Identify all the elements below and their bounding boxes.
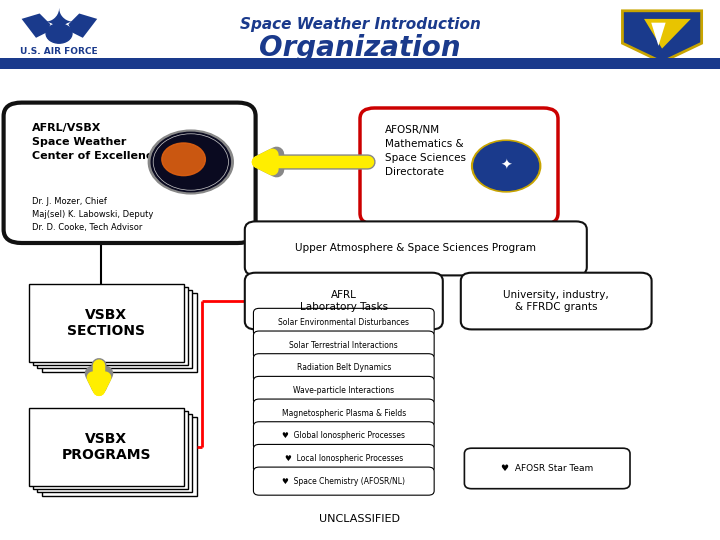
Text: AFRL/VSBX
Space Weather
Center of Excellence: AFRL/VSBX Space Weather Center of Excell…	[32, 123, 161, 160]
Polygon shape	[652, 23, 665, 46]
FancyBboxPatch shape	[4, 103, 256, 243]
Bar	[33, 287, 188, 365]
Polygon shape	[68, 14, 97, 38]
Text: Solar Environmental Disturbances: Solar Environmental Disturbances	[279, 318, 409, 327]
Polygon shape	[22, 14, 50, 38]
Text: Wave-particle Interactions: Wave-particle Interactions	[293, 386, 395, 395]
Text: AFOSR/NM
Mathematics &
Space Sciences
Directorate: AFOSR/NM Mathematics & Space Sciences Di…	[385, 125, 467, 177]
Bar	[0, 58, 720, 69]
Bar	[37, 290, 192, 368]
Text: ♥  Global Ionospheric Processes: ♥ Global Ionospheric Processes	[282, 431, 405, 440]
Bar	[42, 417, 197, 496]
FancyBboxPatch shape	[245, 221, 587, 275]
Circle shape	[148, 130, 233, 194]
Bar	[29, 408, 184, 486]
FancyBboxPatch shape	[253, 467, 434, 495]
Text: VSBX
PROGRAMS: VSBX PROGRAMS	[61, 432, 151, 462]
Text: Organization: Organization	[259, 33, 461, 62]
Text: Dr. J. Mozer, Chief
Maj(sel) K. Labowski, Deputy
Dr. D. Cooke, Tech Advisor: Dr. J. Mozer, Chief Maj(sel) K. Labowski…	[32, 197, 154, 232]
Circle shape	[151, 132, 230, 192]
Bar	[29, 284, 184, 362]
Text: VSBX
SECTIONS: VSBX SECTIONS	[67, 308, 145, 338]
FancyBboxPatch shape	[464, 448, 630, 489]
Circle shape	[472, 140, 541, 192]
Circle shape	[46, 24, 72, 43]
Polygon shape	[644, 19, 691, 49]
Text: ♥  Space Chemistry (AFOSR/NL): ♥ Space Chemistry (AFOSR/NL)	[282, 477, 405, 485]
Bar	[37, 414, 192, 492]
Bar	[42, 293, 197, 372]
FancyBboxPatch shape	[253, 308, 434, 336]
Text: University, industry,
& FFRDC grants: University, industry, & FFRDC grants	[503, 291, 609, 312]
Text: ♥  Local Ionospheric Processes: ♥ Local Ionospheric Processes	[284, 454, 403, 463]
Text: Upper Atmosphere & Space Sciences Program: Upper Atmosphere & Space Sciences Progra…	[295, 244, 536, 253]
FancyBboxPatch shape	[253, 422, 434, 450]
Text: ✦: ✦	[500, 159, 512, 173]
FancyBboxPatch shape	[253, 354, 434, 382]
Circle shape	[474, 141, 539, 191]
Text: Space Weather Introduction: Space Weather Introduction	[240, 17, 480, 32]
Text: U.S. AIR FORCE: U.S. AIR FORCE	[20, 47, 98, 56]
Circle shape	[162, 143, 205, 176]
Text: AFRL
Laboratory Tasks: AFRL Laboratory Tasks	[300, 291, 388, 312]
Text: ♥  AFOSR Star Team: ♥ AFOSR Star Team	[501, 464, 593, 473]
Text: UNCLASSIFIED: UNCLASSIFIED	[320, 515, 400, 524]
Text: Magnetospheric Plasma & Fields: Magnetospheric Plasma & Fields	[282, 409, 406, 417]
FancyBboxPatch shape	[245, 273, 443, 329]
Text: Solar Terrestrial Interactions: Solar Terrestrial Interactions	[289, 341, 398, 349]
Text: ✦: ✦	[44, 8, 74, 41]
FancyBboxPatch shape	[253, 331, 434, 359]
Text: Radiation Belt Dynamics: Radiation Belt Dynamics	[297, 363, 391, 372]
FancyBboxPatch shape	[253, 399, 434, 427]
Polygon shape	[622, 11, 701, 62]
Bar	[33, 411, 188, 489]
FancyBboxPatch shape	[461, 273, 652, 329]
FancyBboxPatch shape	[360, 108, 558, 224]
FancyBboxPatch shape	[253, 376, 434, 404]
FancyBboxPatch shape	[253, 444, 434, 472]
